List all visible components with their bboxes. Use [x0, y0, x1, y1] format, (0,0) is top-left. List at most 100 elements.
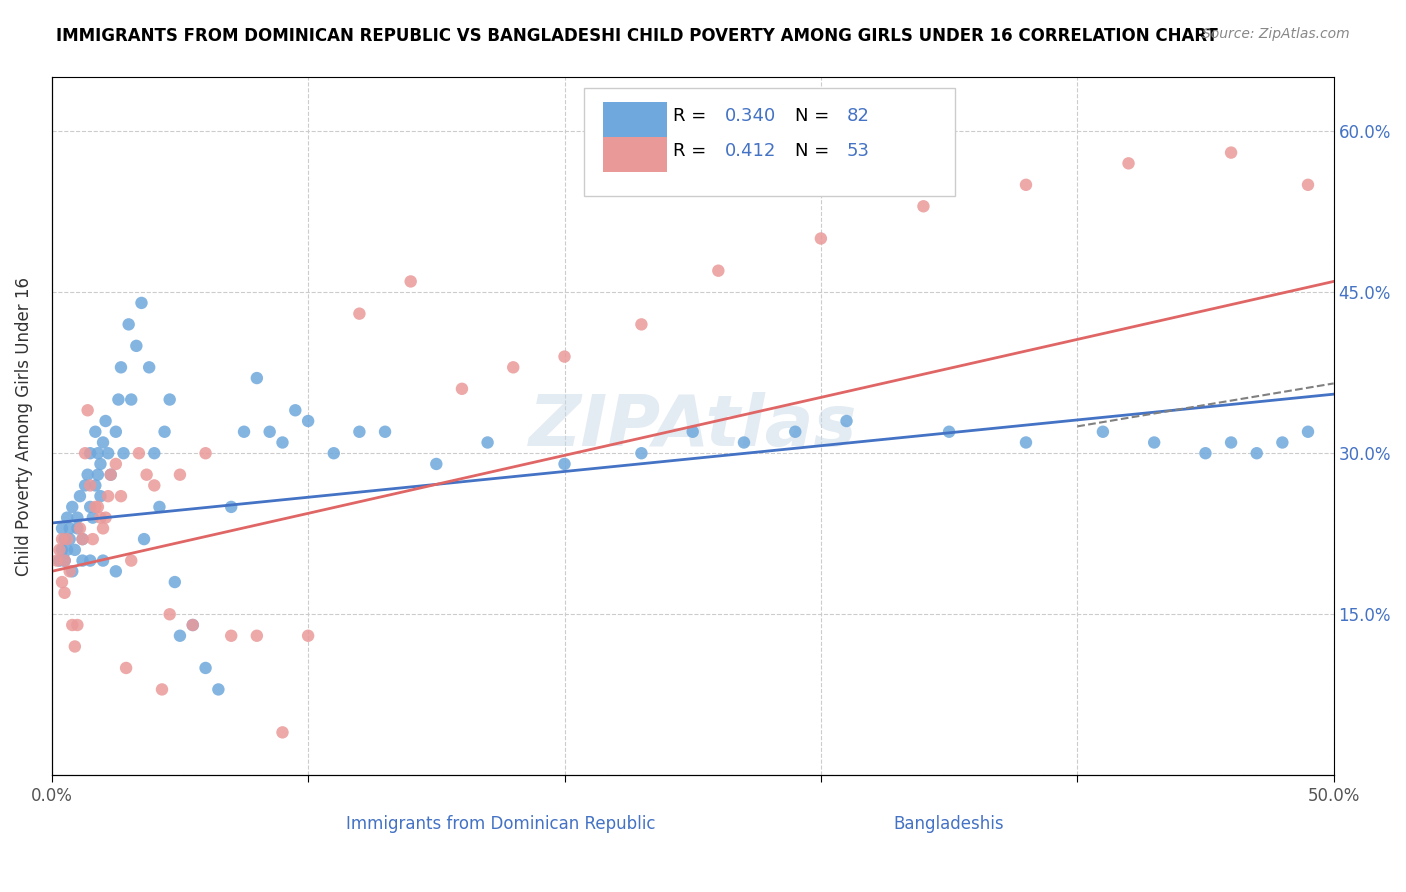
Point: [48, 553, 70, 567]
Text: N =: N =: [796, 142, 835, 160]
Point: [110, 489, 132, 503]
Point: [87, 446, 110, 460]
Point: [271, 435, 294, 450]
Point: [59, 564, 82, 578]
Point: [53, 586, 76, 600]
Point: [233, 425, 256, 439]
Point: [297, 629, 319, 643]
Point: [148, 500, 170, 514]
Point: [72, 532, 94, 546]
Point: [97, 446, 120, 460]
Point: [84, 478, 107, 492]
Point: [84, 425, 107, 439]
Point: [1296, 425, 1319, 439]
Point: [159, 607, 181, 622]
Point: [94, 414, 117, 428]
Point: [53, 553, 76, 567]
Point: [63, 542, 86, 557]
Point: [502, 360, 524, 375]
Point: [246, 629, 269, 643]
Point: [72, 553, 94, 567]
Point: [72, 532, 94, 546]
Point: [66, 521, 89, 535]
Point: [1194, 446, 1216, 460]
Point: [66, 510, 89, 524]
Point: [169, 467, 191, 482]
Point: [785, 425, 807, 439]
Point: [297, 414, 319, 428]
Point: [553, 457, 575, 471]
Text: ZIPAtlas: ZIPAtlas: [529, 392, 856, 461]
Point: [682, 425, 704, 439]
Text: Bangladeshis: Bangladeshis: [894, 815, 1004, 833]
Point: [82, 510, 104, 524]
Point: [349, 425, 371, 439]
Point: [56, 532, 79, 546]
Point: [143, 446, 166, 460]
Point: [89, 489, 111, 503]
Point: [912, 199, 935, 213]
Point: [284, 403, 307, 417]
Point: [75, 446, 97, 460]
Point: [89, 510, 111, 524]
Point: [104, 564, 127, 578]
Point: [219, 629, 242, 643]
Point: [1220, 145, 1243, 160]
Point: [112, 446, 135, 460]
Point: [79, 500, 101, 514]
Point: [259, 425, 281, 439]
Point: [51, 575, 73, 590]
Point: [1296, 178, 1319, 192]
Text: N =: N =: [796, 107, 835, 125]
Point: [425, 457, 447, 471]
Point: [120, 392, 142, 407]
Point: [219, 500, 242, 514]
FancyBboxPatch shape: [780, 813, 817, 836]
Point: [150, 682, 173, 697]
Point: [163, 575, 186, 590]
Point: [60, 500, 83, 514]
Point: [399, 275, 422, 289]
Point: [194, 446, 217, 460]
Point: [1015, 178, 1038, 192]
Point: [120, 553, 142, 567]
Point: [51, 542, 73, 557]
Point: [707, 263, 730, 277]
FancyBboxPatch shape: [583, 88, 956, 196]
Point: [79, 446, 101, 460]
Point: [104, 457, 127, 471]
Point: [56, 510, 79, 524]
Point: [246, 371, 269, 385]
Point: [835, 414, 858, 428]
Point: [76, 403, 98, 417]
Point: [79, 553, 101, 567]
Y-axis label: Child Poverty Among Girls Under 16: Child Poverty Among Girls Under 16: [15, 277, 32, 576]
Point: [374, 425, 396, 439]
Point: [48, 542, 70, 557]
Point: [89, 457, 111, 471]
Text: 0.412: 0.412: [724, 142, 776, 160]
Point: [53, 532, 76, 546]
Point: [87, 467, 110, 482]
Point: [1015, 435, 1038, 450]
Point: [63, 640, 86, 654]
Point: [84, 500, 107, 514]
Point: [91, 521, 114, 535]
Point: [553, 350, 575, 364]
Text: 53: 53: [846, 142, 869, 160]
Point: [56, 542, 79, 557]
Point: [630, 318, 652, 332]
FancyBboxPatch shape: [603, 102, 666, 136]
Point: [100, 467, 122, 482]
Point: [125, 339, 148, 353]
Point: [138, 360, 160, 375]
Point: [91, 435, 114, 450]
Text: 82: 82: [846, 107, 869, 125]
Point: [66, 618, 89, 632]
Point: [349, 307, 371, 321]
Point: [1118, 156, 1140, 170]
Point: [153, 425, 176, 439]
Point: [79, 478, 101, 492]
Point: [132, 532, 155, 546]
Point: [207, 682, 229, 697]
